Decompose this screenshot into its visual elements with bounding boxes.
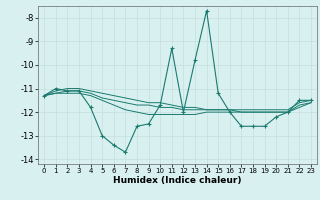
X-axis label: Humidex (Indice chaleur): Humidex (Indice chaleur) bbox=[113, 176, 242, 185]
